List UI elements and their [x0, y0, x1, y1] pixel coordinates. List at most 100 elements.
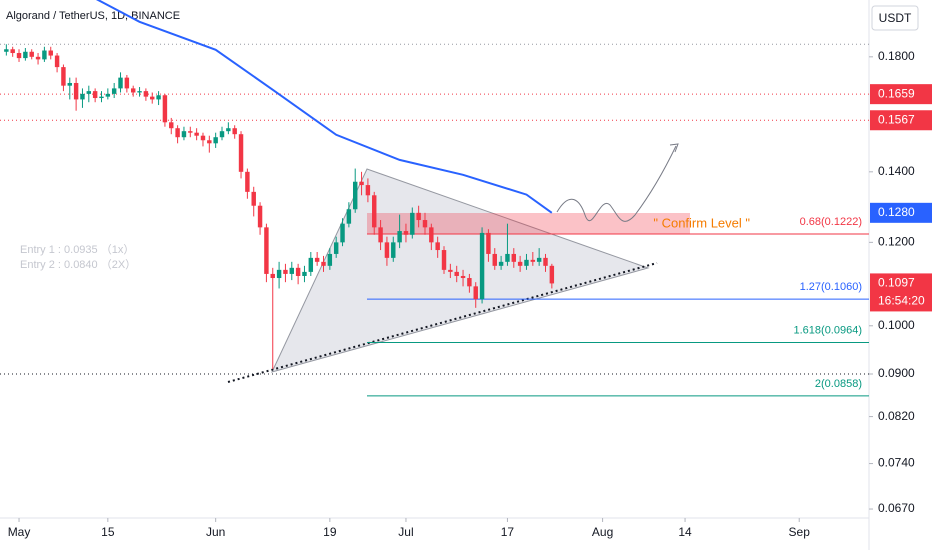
candle-body [226, 128, 231, 132]
candle-body [213, 137, 218, 144]
candle-body [245, 171, 250, 192]
candle-body [175, 128, 180, 138]
candle-body [86, 91, 92, 94]
candle-body [321, 261, 326, 266]
candle-body [169, 122, 174, 129]
candle-body [10, 49, 15, 54]
support-line [227, 262, 658, 383]
candle-body [92, 91, 98, 99]
candle-body [492, 253, 497, 266]
candle-body [327, 253, 333, 266]
candle-body [73, 82, 79, 100]
entry-label: Entry 2 : 0.0840 （2X） [20, 258, 136, 271]
candle-body [372, 195, 377, 228]
x-tick-label: Sep [789, 525, 811, 539]
candle-body [536, 257, 542, 262]
candle-body [403, 231, 409, 235]
fib-label: 0.68(0.1222) [800, 216, 862, 228]
candle-body [264, 227, 269, 274]
candle-body [251, 191, 256, 206]
candle-body [111, 88, 117, 94]
candle-body [435, 242, 440, 251]
x-tick-label: 19 [323, 525, 337, 539]
candle-body [4, 49, 9, 52]
price-badge [870, 110, 932, 131]
candle-body [181, 131, 187, 138]
fib-label: 1.618(0.0964) [794, 324, 863, 336]
candle-body [302, 271, 307, 276]
candle-body [188, 131, 193, 133]
price-badge [870, 273, 932, 312]
candle-body [23, 51, 28, 59]
candle-body [130, 88, 136, 93]
candle-body [511, 253, 517, 262]
candle-body [333, 242, 339, 254]
candle-body [54, 55, 60, 68]
countdown: 16:54:20 [878, 294, 925, 308]
candle-body [397, 231, 402, 243]
x-tick-label: 15 [101, 525, 115, 539]
x-tick-label: Jul [398, 525, 413, 539]
candle-body [276, 269, 282, 279]
candle-body [473, 286, 478, 300]
candle-body [105, 93, 111, 97]
candle-body [29, 51, 34, 57]
candle-body [156, 95, 161, 100]
candle-body [289, 267, 295, 274]
candle-body [359, 181, 364, 186]
y-tick-label: 0.1000 [878, 318, 915, 332]
currency[interactable]: USDT [879, 11, 912, 25]
confirm-zone [367, 213, 690, 234]
candle-body [346, 209, 352, 224]
candle-body [143, 91, 149, 97]
candle-body [219, 131, 225, 138]
chart-title: Algorand / TetherUS, 1D, BINANCE [6, 10, 180, 22]
triangle-pattern [271, 168, 650, 373]
arrow-head [669, 143, 679, 153]
candle-body [378, 227, 383, 243]
candle-body [505, 253, 510, 262]
candle-body [441, 250, 447, 270]
candle-body [67, 82, 72, 86]
candle-body [48, 50, 53, 56]
candle-body [99, 96, 104, 99]
y-tick-label: 0.0900 [878, 366, 915, 380]
candle-body [530, 259, 536, 262]
candle-body [524, 259, 529, 266]
candle-body [35, 56, 41, 60]
candle-body [429, 227, 434, 243]
price-badge-label: 0.1567 [878, 112, 915, 126]
candle-body [137, 91, 142, 93]
drawings [227, 143, 690, 383]
candle-body [257, 205, 263, 228]
candle-body [467, 278, 472, 287]
candle-body [517, 261, 523, 266]
fib-label: 2(0.0858) [815, 378, 862, 390]
currency-box[interactable] [871, 5, 919, 31]
candle-body [340, 223, 345, 243]
candle-body [270, 273, 275, 279]
price-badge [870, 84, 932, 105]
y-tick-label: 0.0740 [878, 456, 915, 470]
x-tick-label: Jun [206, 525, 225, 539]
candle-body [80, 93, 85, 100]
x-tick-label: 17 [501, 525, 515, 539]
candle-body [16, 53, 22, 59]
x-tick-label: May [8, 525, 31, 539]
candle-body [352, 181, 358, 210]
candle-body [295, 267, 301, 276]
candle-body [118, 77, 123, 89]
candle-body [232, 128, 237, 135]
y-tick-label: 0.0670 [878, 501, 915, 515]
y-tick-label: 0.1200 [878, 235, 915, 249]
candle-body [124, 77, 130, 89]
candle-body [61, 67, 66, 86]
candle-body [194, 132, 199, 136]
candle-body [365, 185, 371, 196]
candle-body [162, 95, 168, 123]
candle-body [549, 265, 555, 284]
candles [4, 44, 555, 369]
entry-label: Entry 1 : 0.0935 （1x） [20, 243, 134, 256]
fib-label: 1.27(0.1060) [800, 281, 862, 293]
